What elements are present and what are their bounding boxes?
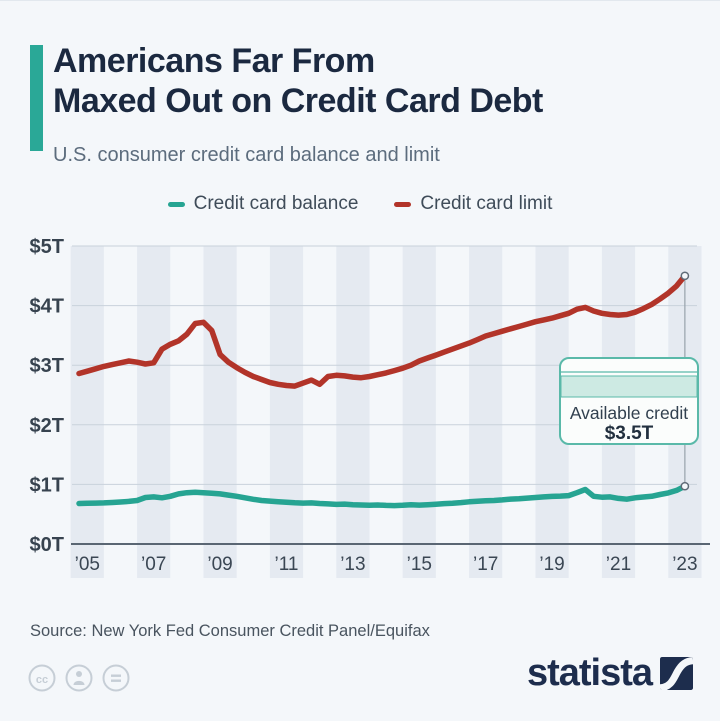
credit-card-limit-line — [76, 273, 688, 389]
legend-label-balance: Credit card balance — [193, 193, 359, 214]
year-band — [137, 246, 171, 578]
y-axis-tick-label: $1T — [30, 474, 64, 496]
x-axis-tick-label: ’23 — [672, 554, 697, 575]
cc-icon[interactable]: cc — [28, 664, 56, 692]
x-axis-tick-label: ’11 — [275, 554, 299, 575]
credit-card-balance-endpoint-marker — [680, 481, 690, 491]
x-axis-tick-label: ’07 — [141, 554, 166, 575]
x-axis-tick-label: ’21 — [606, 554, 631, 575]
x-axis-tick-label: ’19 — [539, 554, 564, 575]
attribution-person-icon[interactable] — [65, 664, 93, 692]
equals-icon[interactable] — [102, 664, 130, 692]
x-axis-tick-label: ’17 — [473, 554, 498, 575]
x-axis-tick-label: ’13 — [340, 554, 365, 575]
svg-text:cc: cc — [36, 674, 48, 686]
statista-logo[interactable]: statista — [527, 651, 693, 695]
legend-item-limit: Credit card limit — [394, 193, 552, 215]
callout-label: Available credit — [570, 403, 688, 423]
legend-label-limit: Credit card limit — [420, 193, 553, 214]
legend-item-balance: Credit card balance — [167, 193, 359, 215]
license-icons[interactable]: cc — [28, 664, 130, 692]
balance-swatch-icon — [167, 201, 185, 207]
y-axis-tick-label: $4T — [30, 296, 64, 318]
y-axis-tick-label: $2T — [30, 415, 64, 437]
year-band — [469, 246, 503, 578]
page-title: Americans Far From Maxed Out on Credit C… — [53, 41, 543, 121]
source-note: Source: New York Fed Consumer Credit Pan… — [30, 622, 430, 640]
credit-card-limit-endpoint-marker — [680, 271, 690, 281]
statista-wordmark: statista — [526, 652, 653, 694]
title-line-1: Americans Far From — [53, 42, 375, 80]
y-axis-tick-label: $3T — [30, 355, 64, 377]
year-band — [336, 246, 370, 578]
chart-canvas: $0T $1T $2T $3T $4T $5T ’05 ’07 ’09 ’11 ’13 ’15 ’17 ’… — [30, 236, 710, 578]
year-band — [269, 246, 304, 578]
year-band — [70, 246, 104, 578]
chart-subtitle: U.S. consumer credit card balance and li… — [53, 144, 440, 166]
x-axis-tick-label: ’05 — [75, 554, 100, 575]
year-band — [203, 246, 237, 578]
title-accent-bar — [30, 45, 43, 151]
callout-card-stripe — [560, 375, 698, 398]
x-axis-tick-label: ’15 — [407, 554, 432, 575]
title-line-2: Maxed Out on Credit Card Debt — [53, 82, 543, 120]
limit-swatch-icon — [394, 201, 412, 207]
y-axis-tick-label: $0T — [30, 534, 64, 556]
x-axis-tick-label: ’09 — [207, 554, 232, 575]
credit-card-balance-line — [76, 483, 688, 509]
year-band — [402, 246, 436, 578]
callout-value: $3.5T — [605, 423, 654, 444]
statista-logo-icon — [660, 656, 693, 690]
y-axis-tick-label: $5T — [30, 236, 64, 258]
chart-legend: Credit card balance Credit card limit — [0, 193, 720, 215]
